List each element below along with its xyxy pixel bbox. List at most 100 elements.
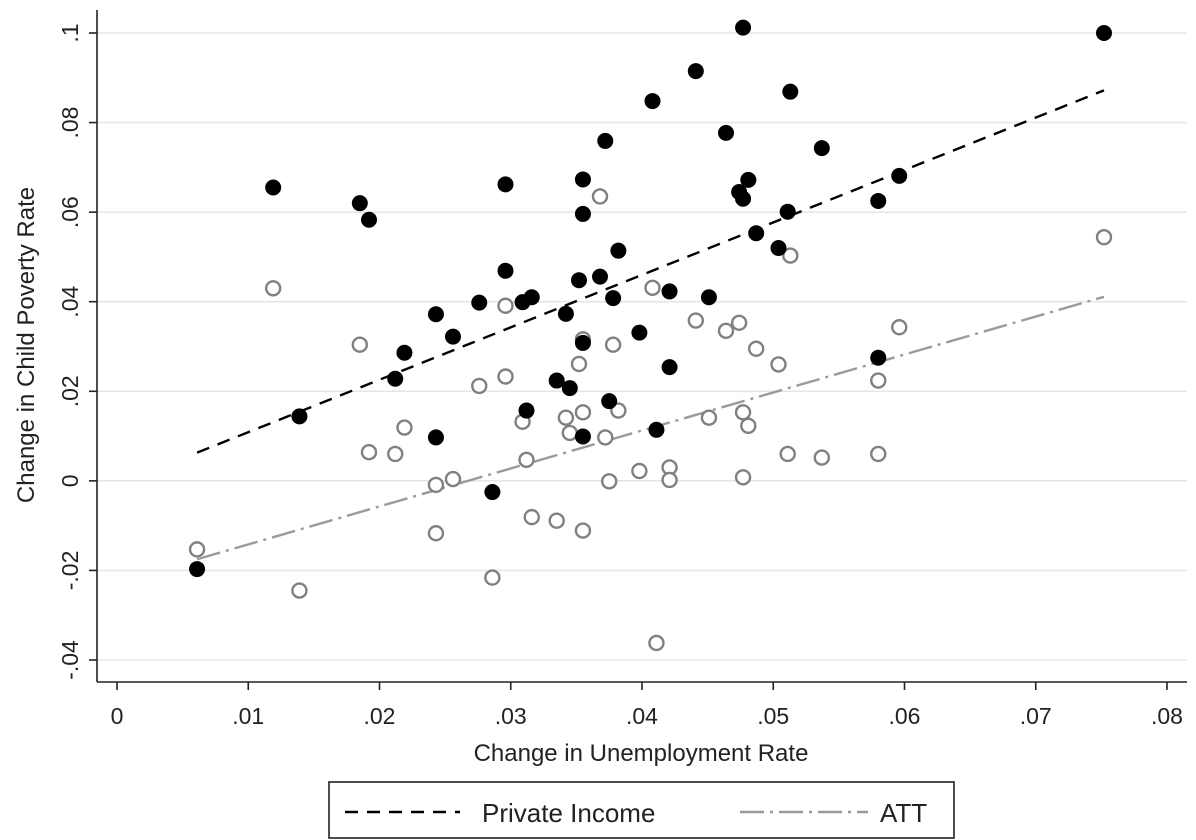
private-income-fit-line: [196, 89, 1105, 454]
legend-private-income-label: Private Income: [482, 798, 655, 828]
att-point: [518, 451, 535, 469]
att-point: [591, 188, 609, 205]
private-income-point: [497, 262, 514, 279]
private-income-point: [610, 242, 627, 259]
att-point: [264, 280, 282, 297]
private-income-point: [427, 429, 444, 446]
att-point: [631, 462, 648, 480]
att-point: [734, 404, 752, 421]
att-point: [604, 336, 622, 353]
att-point: [351, 336, 369, 353]
private-income-point: [631, 324, 648, 341]
private-income-point: [870, 192, 887, 209]
att-point: [188, 541, 206, 558]
att-point: [747, 340, 765, 357]
private-income-point: [687, 63, 704, 80]
private-income-point: [597, 132, 614, 149]
y-axis-title: Change in Child Poverty Rate: [13, 187, 40, 503]
private-income-point: [644, 93, 661, 110]
private-income-point: [189, 561, 206, 578]
y-tick-label: .08: [57, 107, 83, 139]
private-income-point: [557, 305, 574, 322]
private-income-point: [870, 349, 887, 366]
x-tick-label: .07: [1020, 703, 1052, 729]
y-tick-label: -.04: [57, 640, 83, 680]
x-tick-label: .08: [1151, 703, 1183, 729]
x-axis-title: Change in Unemployment Rate: [474, 740, 809, 767]
att-point: [291, 582, 308, 599]
att-points: [188, 188, 1113, 652]
att-point: [700, 409, 718, 426]
att-point: [813, 449, 831, 466]
private-income-point: [574, 334, 591, 351]
private-income-point: [497, 176, 514, 193]
x-tick-label: .05: [757, 703, 789, 729]
att-point: [471, 377, 488, 395]
att-point: [360, 443, 378, 461]
y-tick-label: 0: [57, 474, 83, 487]
att-point: [387, 445, 404, 463]
att-point: [574, 404, 592, 421]
y-tick-label: -.02: [57, 551, 83, 591]
att-point: [396, 419, 413, 436]
att-point: [730, 314, 748, 331]
att-point: [644, 279, 661, 297]
att-point: [444, 470, 462, 488]
private-income-point: [574, 428, 591, 445]
att-point: [497, 297, 514, 314]
att-point: [570, 355, 588, 373]
att-point: [557, 409, 575, 426]
private-income-point: [601, 393, 618, 410]
x-tick-label: 0: [111, 703, 124, 729]
att-point: [687, 312, 705, 329]
private-income-points: [189, 19, 1112, 578]
att-point: [523, 508, 540, 526]
x-tick-label: .04: [626, 703, 658, 729]
private-income-point: [735, 190, 752, 207]
private-income-point: [291, 408, 308, 425]
att-point: [1095, 229, 1113, 246]
att-point: [597, 429, 614, 446]
private-income-point: [592, 268, 608, 285]
att-point: [648, 634, 665, 652]
private-income-point: [661, 359, 678, 376]
private-income-point: [396, 344, 413, 361]
private-income-point: [548, 372, 565, 389]
private-income-point: [661, 283, 678, 300]
att-point: [717, 322, 735, 340]
private-income-point: [813, 140, 830, 157]
att-point: [891, 319, 908, 336]
y-tick-label: .06: [57, 196, 83, 228]
att-point: [484, 569, 501, 586]
att-point: [779, 445, 796, 463]
y-tick-label: .04: [57, 286, 83, 318]
att-point: [610, 402, 627, 419]
private-income-point: [574, 171, 591, 188]
private-income-point: [718, 124, 734, 141]
private-income-point: [735, 19, 752, 36]
private-income-point: [891, 167, 908, 184]
private-income-point: [484, 484, 501, 501]
private-income-point: [523, 289, 540, 306]
att-point: [782, 247, 799, 264]
y-tick-label: .02: [57, 375, 83, 407]
att-point: [600, 473, 618, 490]
private-income-point: [518, 402, 535, 419]
legend-box: [328, 781, 955, 839]
att-point: [427, 476, 445, 494]
private-income-point: [782, 83, 799, 100]
private-income-point: [1096, 25, 1112, 41]
y-tick-label: .1: [57, 23, 83, 42]
gridlines: [97, 32, 1187, 661]
private-income-point: [445, 328, 461, 345]
private-income-point: [427, 306, 444, 323]
att-point: [561, 424, 579, 442]
private-income-point: [748, 225, 765, 242]
private-income-point: [265, 179, 282, 196]
private-income-point: [387, 370, 404, 387]
att-point: [734, 469, 752, 486]
private-income-point: [740, 171, 757, 188]
att-point: [770, 356, 787, 373]
private-income-point: [471, 294, 488, 311]
